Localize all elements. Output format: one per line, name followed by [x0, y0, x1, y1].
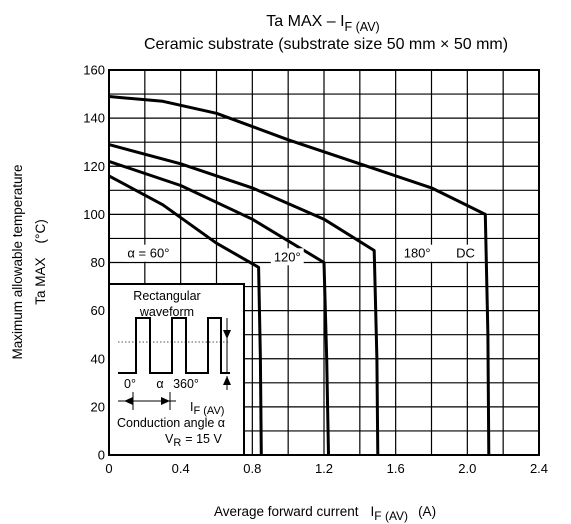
y-tick-label: 120: [83, 159, 105, 174]
x-tick-label: 1.6: [387, 461, 405, 476]
x-tick-label: 0.8: [243, 461, 261, 476]
reverse-voltage-label: VR = 15 V: [165, 432, 222, 449]
x-axis-label: Average forward current IF (AV) (A): [214, 504, 436, 523]
series: [108, 95, 491, 456]
series-label-3: 180°: [404, 246, 431, 261]
series-label-background: [453, 244, 478, 262]
conduction-angle-label: Conduction angle α: [117, 416, 225, 430]
y-axis-label-symbol: Ta MAX(°C): [33, 219, 48, 304]
y-tick-label: 100: [83, 207, 105, 222]
y-tick-label: 80: [91, 255, 105, 270]
y-tick-label: 60: [91, 303, 105, 318]
down-arrow-icon: [223, 330, 231, 339]
x-tick-label: 0: [105, 461, 112, 476]
y-tick-label: 140: [83, 111, 105, 126]
series-line-3: [108, 143, 380, 456]
inset-title-line2: waveform: [139, 305, 194, 319]
waveform-inset: Rectangular waveform 0° α 360° IF (AV) C…: [109, 283, 245, 455]
y-tick-label: 0: [98, 448, 105, 463]
x-tick-label: 1.2: [315, 461, 333, 476]
y-axis-label: Maximum allowable temperature: [10, 164, 25, 359]
series-label-1: α = 60°: [127, 246, 169, 261]
rectangular-waveform: [118, 317, 230, 374]
plot-frame: [108, 69, 540, 456]
inset-title-line1: Rectangular: [133, 289, 200, 303]
angle-alpha-label: α: [156, 377, 163, 391]
x-tick-label: 2.4: [530, 461, 548, 476]
series-label-background: [400, 244, 434, 262]
series-line-4: [108, 95, 491, 456]
series-label-2: 120°: [274, 249, 301, 264]
series-label-background: [270, 248, 304, 266]
y-tick-label: 40: [91, 351, 105, 366]
series-label-background: [124, 244, 173, 262]
series-label-4: DC: [456, 246, 475, 261]
inset-current-label: IF (AV): [190, 400, 224, 417]
y-tick-label: 20: [91, 399, 105, 414]
chart-title: Ta MAX – IF (AV): [266, 13, 379, 34]
y-tick-label: 160: [83, 63, 105, 78]
curve-labels: α = 60° 120° 180° DC: [124, 244, 478, 266]
chart-subtitle: Ceramic substrate (substrate size 50 mm …: [144, 36, 508, 53]
right-arrow-icon: [161, 397, 170, 405]
series-line-2: [108, 159, 330, 456]
x-tick-label: 0.4: [172, 461, 190, 476]
left-arrow-icon: [124, 397, 133, 405]
inset-border: [109, 283, 245, 455]
series-line-1: [108, 174, 263, 456]
angle-end-label: 360°: [173, 377, 199, 391]
angle-start-label: 0°: [124, 377, 136, 391]
ticks: 0 0.4 0.8 1.2 1.6 2.0 2.4 0 20 40 60 80 100 120 140 160: [83, 63, 548, 477]
x-tick-label: 2.0: [458, 461, 476, 476]
